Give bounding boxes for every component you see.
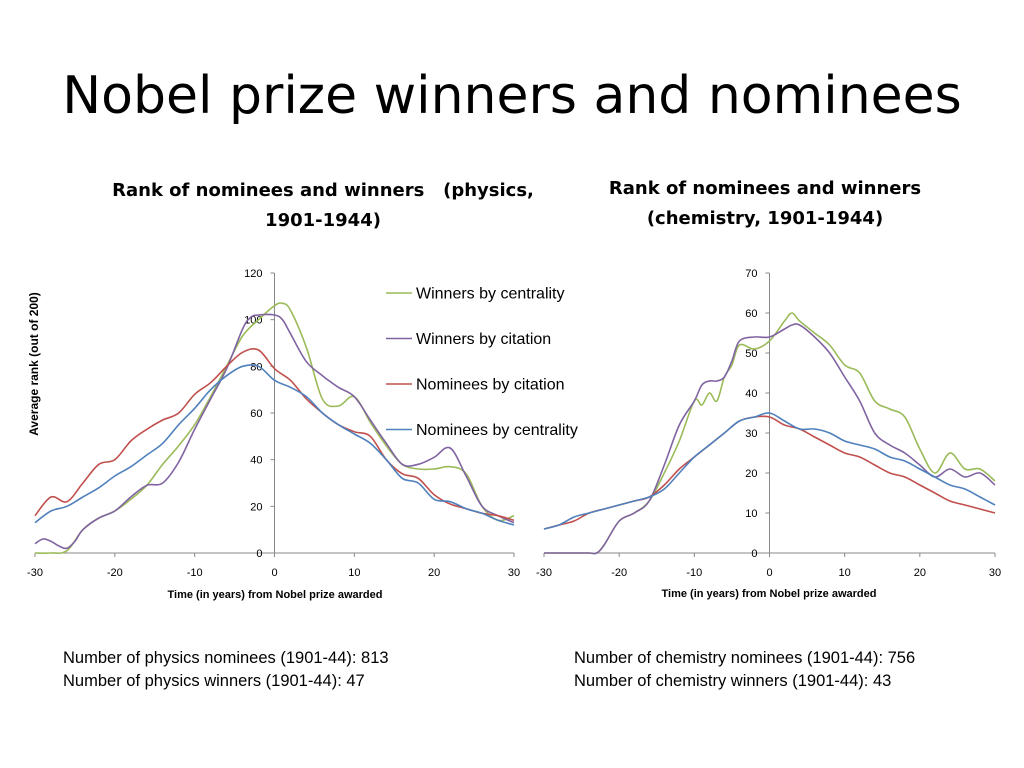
chemistry-chart-title: Rank of nominees and winners (chemistry,… — [590, 174, 940, 234]
chemistry-y-tick-label: 60 — [745, 308, 757, 320]
chemistry-x-tick-label: -10 — [686, 567, 702, 579]
physics-nominees-count: Number of physics nominees (1901-44): 81… — [63, 649, 389, 667]
chemistry-y-tick-label: 20 — [745, 468, 757, 480]
legend-label-winners-by-centrality: Winners by centrality — [416, 286, 565, 303]
chemistry-x-tick-label: -20 — [611, 567, 627, 579]
physics-y-tick-label: 120 — [244, 268, 262, 280]
chemistry-y-tick-label: 40 — [745, 388, 757, 400]
physics-x-tick-label: -20 — [107, 567, 123, 579]
physics-x-axis-label: Time (in years) from Nobel prize awarded — [168, 589, 383, 601]
physics-x-tick-label: -30 — [27, 567, 43, 579]
physics-series-nominees-by-citation — [34, 348, 515, 522]
chemistry-chart: 0 10 20 30 40 50 60 70 -30 -20 -10 0 10 20 30 Time (in … — [536, 268, 1001, 600]
physics-chart-title-line1: Rank of nominees and winners (physics, — [112, 180, 534, 201]
chemistry-x-tick-label: -30 — [536, 567, 552, 579]
chemistry-y-tick-label: 50 — [745, 348, 757, 360]
physics-x-tick-label: 20 — [428, 567, 440, 579]
chemistry-series-winners-by-citation — [544, 323, 996, 555]
slide-title: Nobel prize winners and nominees — [62, 66, 962, 126]
physics-series-winners-by-citation — [34, 313, 515, 550]
legend: Winners by centrality Winners by citation… — [386, 286, 578, 439]
chemistry-x-tick-label: 10 — [839, 567, 851, 579]
physics-x-tick-label: 10 — [348, 567, 360, 579]
chemistry-x-axis-label: Time (in years) from Nobel prize awarded — [662, 588, 877, 600]
physics-series-nominees-by-centrality — [34, 364, 515, 526]
physics-x-tick-label: -10 — [187, 567, 203, 579]
physics-notes: Number of physics nominees (1901-44): 81… — [63, 647, 389, 693]
physics-x-tick-label: 30 — [508, 567, 520, 579]
chemistry-series-nominees-by-centrality — [543, 412, 996, 530]
chemistry-x-tick-label: 0 — [766, 567, 772, 579]
chemistry-y-tick-label: 70 — [745, 268, 757, 280]
chemistry-nominees-count: Number of chemistry nominees (1901-44): … — [574, 649, 916, 667]
physics-y-tick-label: 100 — [244, 315, 262, 327]
chemistry-x-tick-label: 20 — [914, 567, 926, 579]
legend-label-winners-by-citation: Winners by citation — [416, 331, 551, 348]
physics-x-tick-label: 0 — [271, 567, 277, 579]
physics-chart-title-line2: 1901-1944) — [265, 210, 381, 231]
legend-label-nominees-by-citation: Nominees by citation — [416, 377, 565, 394]
chemistry-x-tick-label: 30 — [989, 567, 1001, 579]
chemistry-y-tick-label: 10 — [745, 508, 757, 520]
physics-y-tick-label: 60 — [250, 408, 262, 420]
chemistry-y-tick-label: 0 — [751, 548, 757, 560]
chemistry-notes: Number of chemistry nominees (1901-44): … — [574, 647, 915, 693]
chemistry-chart-title-line1: Rank of nominees and winners — [608, 178, 922, 199]
physics-y-tick-label: 20 — [250, 501, 262, 513]
physics-y-tick-label: 0 — [256, 548, 262, 560]
physics-chart-title: Rank of nominees and winners (physics, 1… — [98, 176, 548, 236]
physics-y-axis-label: Average rank (out of 200) — [27, 292, 41, 436]
chemistry-y-tick-label: 30 — [745, 428, 757, 440]
chemistry-chart-title-line2: (chemistry, 1901-1944) — [646, 208, 884, 229]
chemistry-winners-count: Number of chemistry winners (1901-44): 4… — [574, 672, 892, 690]
physics-winners-count: Number of physics winners (1901-44): 47 — [63, 672, 365, 690]
physics-y-tick-label: 40 — [250, 455, 262, 467]
legend-label-nominees-by-centrality: Nominees by centrality — [416, 422, 578, 439]
